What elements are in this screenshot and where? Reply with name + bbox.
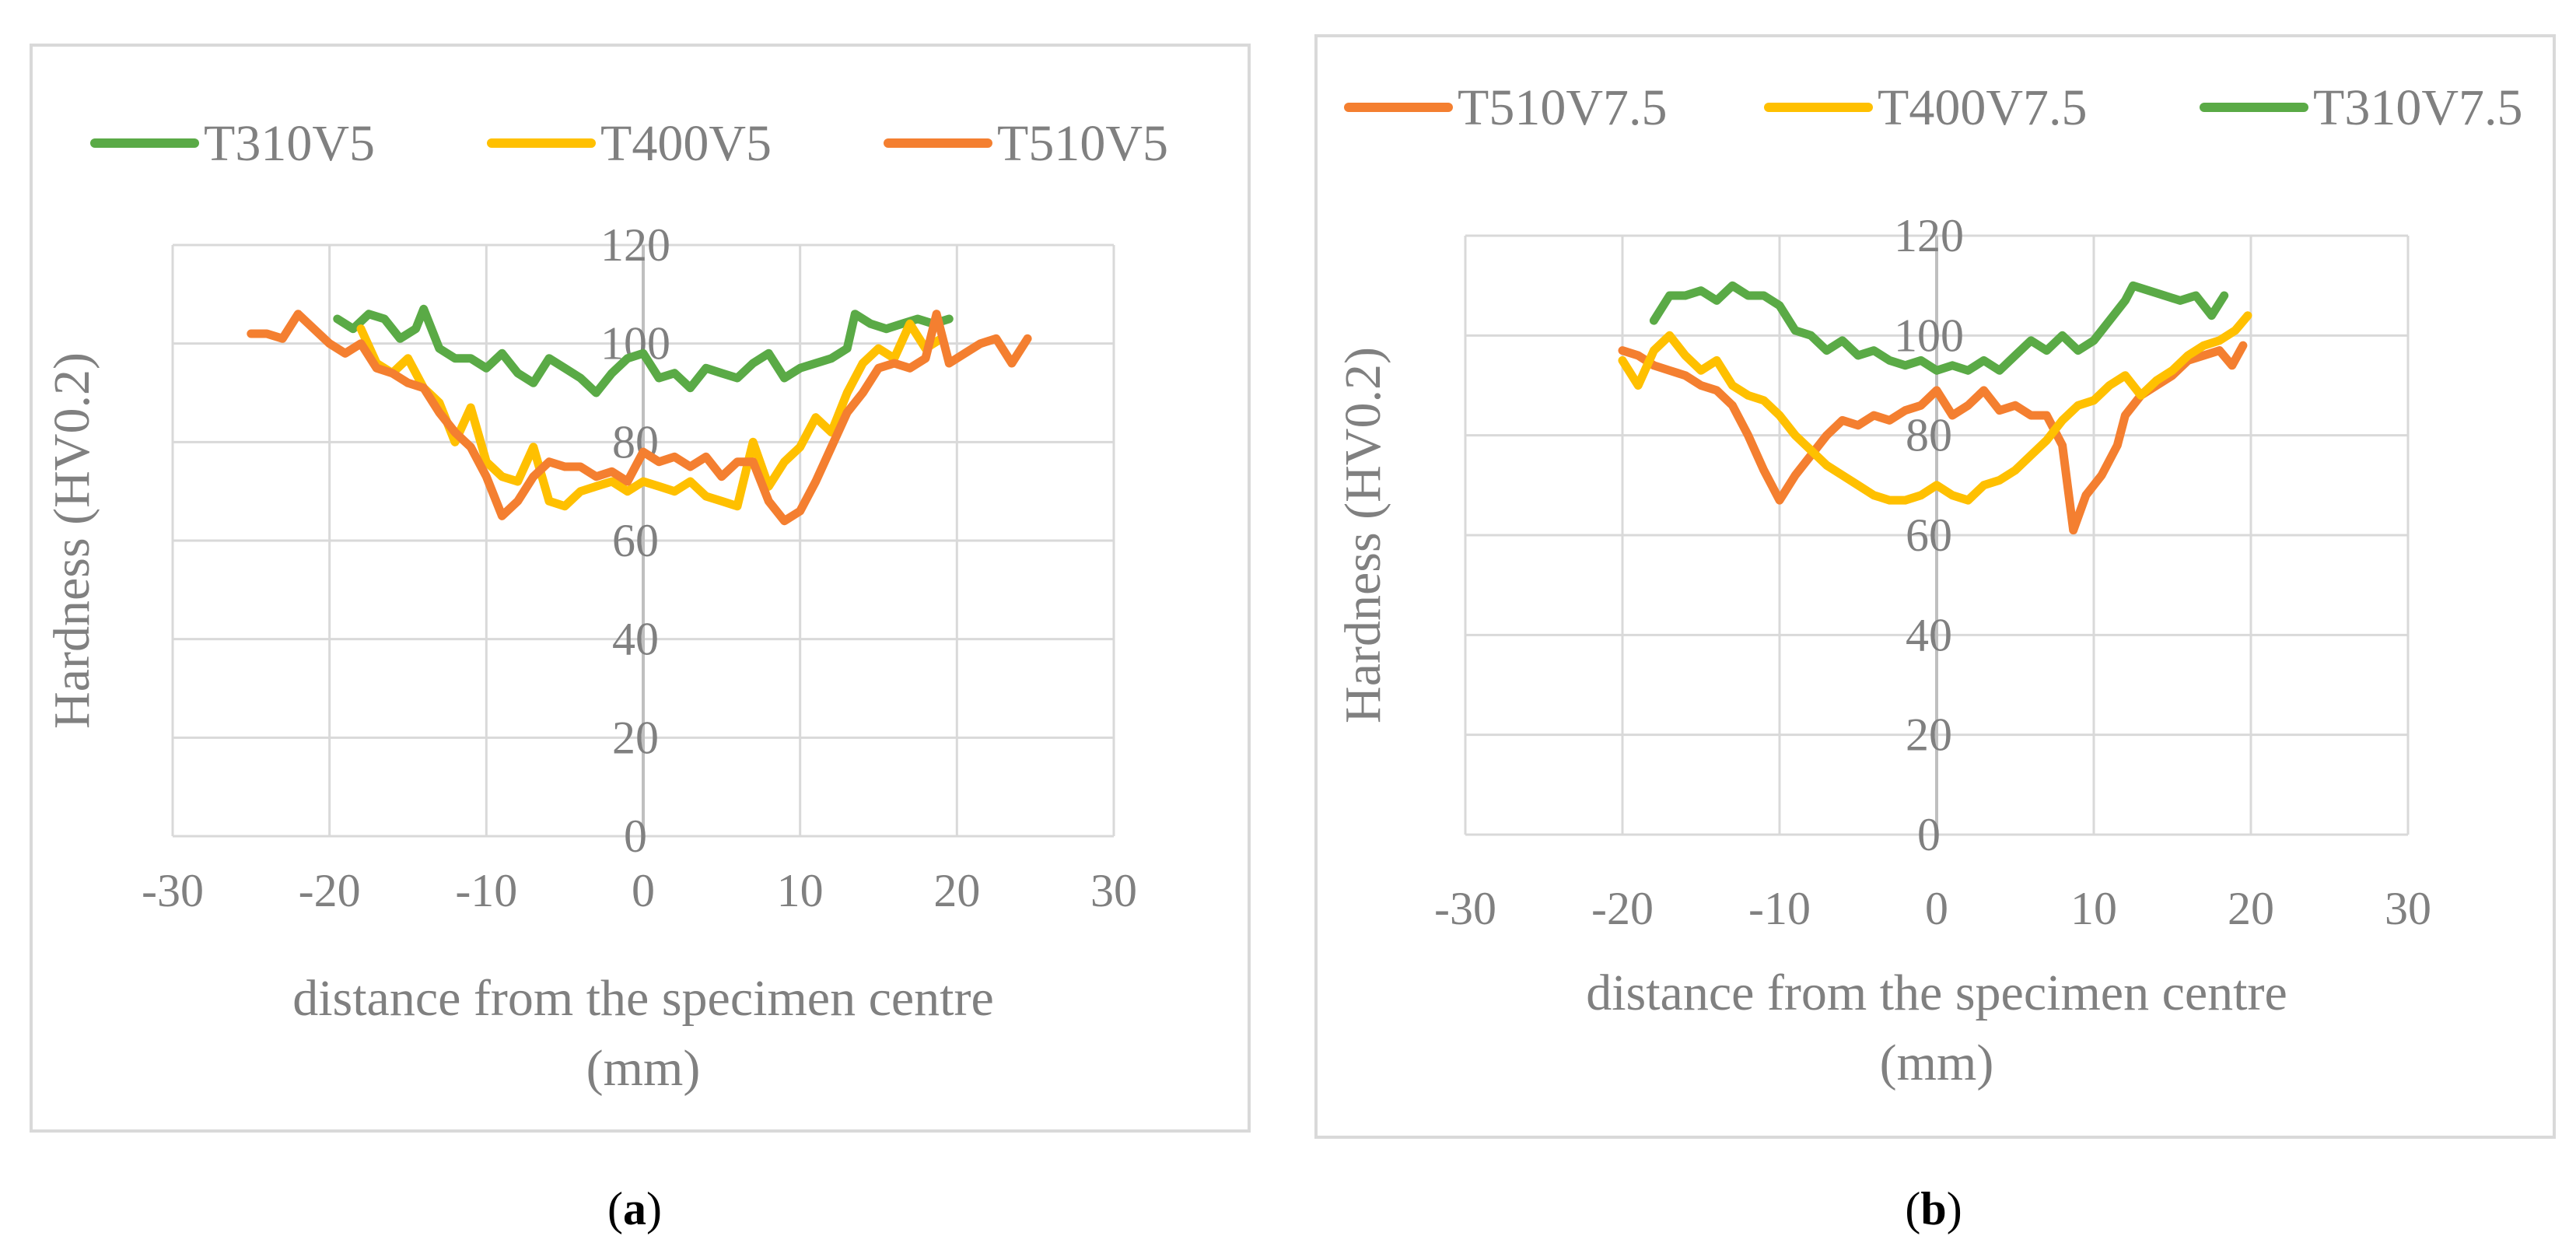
caption-a-open: ( (607, 1183, 623, 1234)
chart-b-legend-label: T510V7.5 (1458, 79, 1667, 136)
chart-b-ytick-label: 60 (1906, 509, 1952, 561)
chart-a-ytick-label: 0 (624, 811, 647, 862)
chart-a-legend-label: T510V5 (997, 115, 1168, 172)
chart-b-series-t310v7-5 (1649, 281, 2229, 375)
chart-a-legend-label: T400V5 (600, 115, 772, 172)
chart-b-ytick-label: 0 (1917, 809, 1941, 860)
chart-a-ytick-label: 60 (612, 515, 659, 566)
chart-a-series-t310v5 (333, 304, 954, 397)
chart-b-legend-label: T310V7.5 (2313, 79, 2522, 136)
chart-a-ytick-label: 40 (612, 614, 659, 665)
chart-a-ytick-label: 100 (600, 318, 670, 369)
chart-b-xtick-label: 0 (1925, 883, 1948, 934)
chart-b-xlabel-line: (mm) (1880, 1035, 1994, 1091)
chart-b-xtick-label: -20 (1591, 883, 1654, 934)
chart-a-xtick-label: 20 (933, 865, 980, 916)
chart-b-xtick-label: 20 (2228, 883, 2274, 934)
chart-b-ytick-label: 120 (1894, 210, 1964, 261)
chart-a-xlabel-line: (mm) (586, 1040, 701, 1097)
chart-b-ylabel: Hardness (HV0.2) (1335, 347, 1391, 723)
chart-b-series-t400v7-5 (1618, 311, 2252, 505)
chart-b-ytick-label: 40 (1906, 609, 1952, 660)
caption-b-open: ( (1905, 1183, 1921, 1234)
chart-b-ytick-label: 20 (1906, 709, 1952, 761)
chart-a-ytick-label: 120 (600, 219, 670, 271)
chart-a-legend-label: T310V5 (204, 115, 375, 172)
caption-a-close: ) (646, 1183, 662, 1234)
chart-a-ytick-label: 20 (612, 712, 659, 763)
chart-panel-a: 0 20 40 60 80 100 120 -30 -20 -10 0 10 20 30 T310V5 T40… (30, 44, 1251, 1133)
chart-svg-b: 0 20 40 60 80 100 120 -30 -20 -10 0 10 20 30 T510V7.5 T… (1335, 79, 2522, 1091)
caption-a-label: a (623, 1183, 646, 1234)
chart-b-xtick-label: 30 (2385, 883, 2431, 934)
chart-a-xlabel-line: distance from the specimen centre (292, 970, 994, 1027)
chart-b-xlabel-line: distance from the specimen centre (1586, 965, 2287, 1021)
chart-a-xtick-label: -20 (299, 865, 361, 916)
caption-a: (a) (518, 1182, 751, 1236)
caption-b-label: b (1920, 1183, 1947, 1234)
chart-panel-b: 0 20 40 60 80 100 120 -30 -20 -10 0 10 20 30 T510V7.5 T… (1314, 34, 2556, 1139)
chart-a-xtick-label: 10 (777, 865, 824, 916)
chart-b-xtick-label: 10 (2070, 883, 2117, 934)
chart-b-xtick-label: -30 (1434, 883, 1496, 934)
chart-b-ytick-label: 80 (1906, 410, 1952, 461)
chart-a-xtick-label: 30 (1090, 865, 1137, 916)
caption-b-close: ) (1946, 1183, 1962, 1234)
chart-a-ylabel: Hardness (HV0.2) (44, 352, 100, 729)
chart-a-xtick-label: -10 (455, 865, 517, 916)
chart-b-xtick-label: -10 (1748, 883, 1811, 934)
chart-a-xtick-label: -30 (142, 865, 204, 916)
chart-b-legend-label: T400V7.5 (1878, 79, 2087, 136)
caption-b: (b) (1817, 1182, 2050, 1236)
chart-a-series-t510v5 (247, 310, 1032, 526)
chart-b-ytick-label: 100 (1894, 310, 1964, 361)
chart-a-xtick-label: 0 (632, 865, 655, 916)
